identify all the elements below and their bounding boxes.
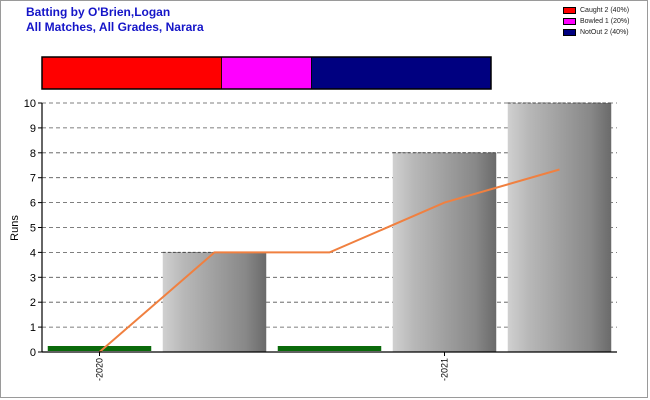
dismissal-segment-0 [42, 57, 222, 89]
axes [38, 102, 617, 356]
legend-item-notout: NotOut 2 (40%) [563, 27, 629, 38]
y-tick-label-1: 1 [30, 322, 36, 334]
chart-title: Batting by O'Brien,Logan [26, 5, 171, 19]
bar-innings-2 [162, 252, 267, 352]
legend-item-bowled: Bowled 1 (20%) [563, 16, 629, 27]
dismissal-segment-1 [221, 57, 312, 89]
legend-swatch-notout [563, 29, 576, 36]
legend: Caught 2 (40%) Bowled 1 (20%) NotOut 2 (… [563, 5, 629, 38]
legend-swatch-bowled [563, 18, 576, 25]
y-tick-label-4: 4 [30, 247, 36, 259]
trend-line [98, 168, 560, 353]
legend-swatch-caught [563, 7, 576, 14]
trend-line-path [98, 168, 560, 353]
bar-innings-5 [507, 103, 612, 352]
y-tick-label-2: 2 [30, 297, 36, 309]
bar-innings-4 [392, 152, 497, 352]
x-tick-label-1: -2021 [440, 358, 450, 381]
dismissal-bar-outline [41, 56, 492, 90]
legend-label-bowled: Bowled 1 (20%) [580, 18, 630, 25]
y-tick-label-9: 9 [30, 123, 36, 135]
y-tick-label-3: 3 [30, 272, 36, 284]
y-tick-label-7: 7 [30, 173, 36, 185]
x-tick-label-0: -2020 [95, 358, 105, 381]
y-tick-label-10: 10 [24, 98, 36, 110]
dismissal-segment-2 [311, 57, 491, 89]
legend-item-caught: Caught 2 (40%) [563, 5, 629, 16]
chart-subtitle: All Matches, All Grades, Narara [26, 20, 204, 34]
legend-label-caught: Caught 2 (40%) [580, 7, 630, 14]
duck-markers [47, 346, 382, 351]
duck-marker-3 [277, 346, 382, 351]
y-tick-label-5: 5 [30, 223, 36, 235]
y-tick-label-8: 8 [30, 148, 36, 160]
y-axis-label: Runs [9, 215, 21, 241]
y-tick-labels: 0 1 2 3 4 5 6 7 8 9 10 [24, 98, 36, 359]
y-tick-label-6: 6 [30, 198, 36, 210]
x-tick-labels: -2020 -2021 [95, 358, 450, 381]
y-tick-label-0: 0 [30, 347, 36, 359]
legend-label-notout: NotOut 2 (40%) [580, 29, 629, 36]
bars [162, 102, 612, 352]
duck-marker-1 [47, 346, 152, 351]
dismissal-bar [41, 56, 492, 90]
